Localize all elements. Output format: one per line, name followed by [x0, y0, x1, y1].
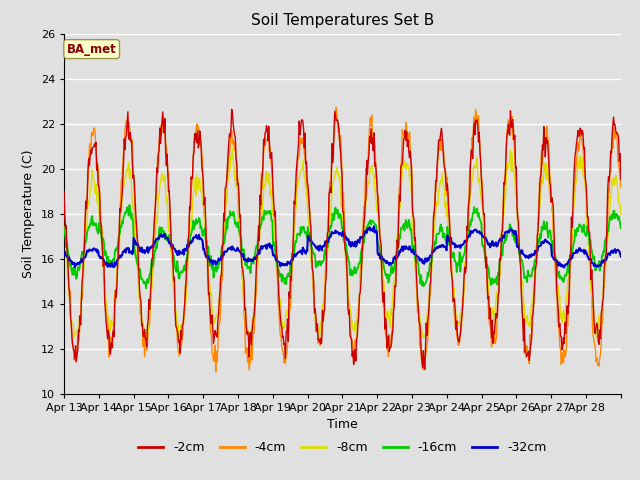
X-axis label: Time: Time — [327, 418, 358, 431]
Legend: -2cm, -4cm, -8cm, -16cm, -32cm: -2cm, -4cm, -8cm, -16cm, -32cm — [133, 436, 552, 459]
Text: BA_met: BA_met — [67, 43, 116, 56]
Title: Soil Temperatures Set B: Soil Temperatures Set B — [251, 13, 434, 28]
Y-axis label: Soil Temperature (C): Soil Temperature (C) — [22, 149, 35, 278]
